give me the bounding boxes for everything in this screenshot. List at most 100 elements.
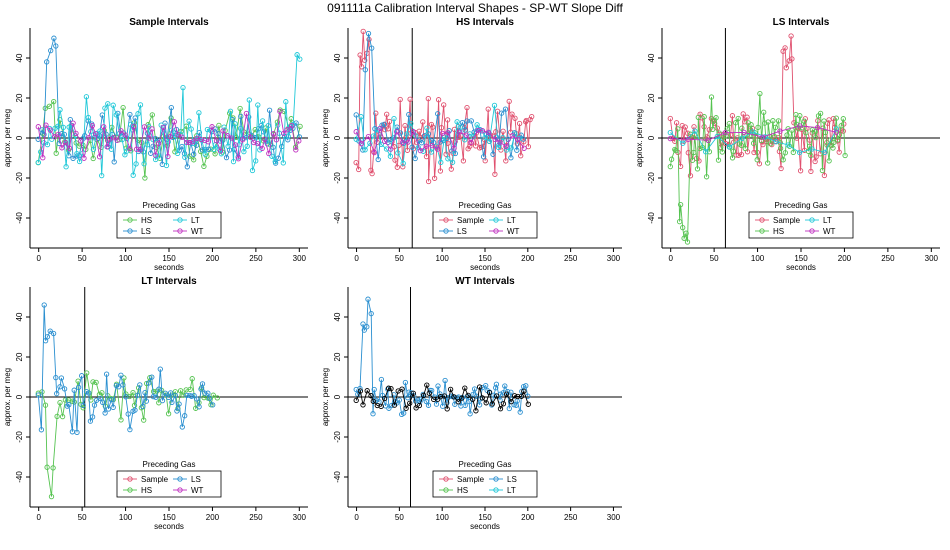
data-point xyxy=(188,393,195,399)
data-point xyxy=(840,128,846,134)
x-tick-label: 250 xyxy=(881,254,895,263)
data-point xyxy=(514,393,521,400)
data-point xyxy=(454,119,460,125)
data-point xyxy=(822,129,829,136)
data-point xyxy=(80,402,86,409)
data-point xyxy=(360,402,366,408)
data-point xyxy=(155,153,162,159)
data-point xyxy=(73,130,79,137)
figure-title: 091111a Calibration Interval Shapes - SP… xyxy=(327,1,623,15)
data-point xyxy=(205,390,211,396)
x-tick-label: 300 xyxy=(293,254,307,263)
data-point xyxy=(523,383,529,389)
data-point xyxy=(356,166,362,173)
data-point xyxy=(771,133,778,140)
data-point xyxy=(186,139,193,146)
x-tick-label: 150 xyxy=(794,254,808,263)
data-point xyxy=(758,137,765,144)
data-point xyxy=(723,133,729,139)
data-point xyxy=(174,150,181,157)
data-point xyxy=(209,124,215,130)
data-point xyxy=(694,166,701,172)
data-point xyxy=(237,125,244,132)
data-point xyxy=(156,400,162,406)
data-point xyxy=(177,388,184,394)
data-point xyxy=(790,149,796,156)
data-point xyxy=(416,128,422,134)
x-tick-label: 50 xyxy=(78,254,87,263)
data-point xyxy=(802,116,808,122)
x-axis-label: seconds xyxy=(470,263,500,272)
series-line-wt xyxy=(670,125,837,141)
data-point xyxy=(833,115,839,121)
data-point xyxy=(35,392,41,398)
data-point xyxy=(729,113,736,119)
x-tick-label: 200 xyxy=(206,254,220,263)
data-point xyxy=(108,396,115,403)
x-tick-label: 250 xyxy=(249,254,263,263)
data-point xyxy=(386,118,393,125)
data-point xyxy=(360,28,366,35)
data-point xyxy=(244,143,250,149)
data-point xyxy=(385,385,392,391)
data-point xyxy=(272,158,278,165)
data-point xyxy=(769,141,775,148)
data-point xyxy=(277,108,283,115)
data-point xyxy=(426,390,432,396)
data-point xyxy=(283,99,289,105)
data-point xyxy=(405,139,411,145)
data-point xyxy=(67,116,73,123)
series-group xyxy=(353,28,535,185)
data-point xyxy=(445,156,451,162)
panel-title: LS Intervals xyxy=(773,17,830,28)
data-point xyxy=(370,398,376,404)
data-point xyxy=(162,390,169,396)
data-point xyxy=(130,172,136,178)
data-point xyxy=(452,150,458,157)
data-point xyxy=(134,392,141,398)
data-point xyxy=(70,155,76,162)
data-point xyxy=(778,165,784,172)
data-point xyxy=(71,399,77,405)
data-point xyxy=(148,150,154,156)
legend-title: Preceding Gas xyxy=(143,201,196,210)
data-point xyxy=(246,97,252,103)
data-point xyxy=(179,134,185,140)
data-point xyxy=(527,116,533,123)
legend-entry-label: WT xyxy=(191,227,204,236)
data-point xyxy=(500,134,506,141)
data-point xyxy=(371,149,377,155)
data-point xyxy=(751,149,757,156)
data-point xyxy=(168,104,174,111)
series-line-lt xyxy=(355,105,520,165)
data-point xyxy=(788,33,794,39)
data-point xyxy=(362,147,368,153)
data-point xyxy=(504,388,511,395)
data-point xyxy=(149,374,155,380)
data-point xyxy=(59,145,65,151)
data-point xyxy=(150,393,156,400)
legend-entry-label: Sample xyxy=(773,216,801,225)
data-point xyxy=(431,175,438,181)
data-point xyxy=(230,158,237,165)
data-point xyxy=(42,402,49,408)
data-point xyxy=(370,411,376,417)
data-point xyxy=(105,101,111,107)
data-point xyxy=(44,59,50,65)
data-point xyxy=(163,162,170,169)
data-point xyxy=(35,159,41,166)
legend-entry-label: LS xyxy=(507,475,517,484)
data-point xyxy=(486,389,493,396)
x-tick-label: 200 xyxy=(206,513,220,522)
x-tick-label: 200 xyxy=(521,513,535,522)
data-point xyxy=(410,390,416,396)
data-point xyxy=(740,111,746,117)
data-point xyxy=(274,119,281,125)
data-point xyxy=(430,124,436,130)
x-tick-label: 250 xyxy=(564,513,578,522)
data-point xyxy=(680,224,686,231)
x-tick-label: 0 xyxy=(354,254,359,263)
data-point xyxy=(35,124,41,130)
data-point xyxy=(118,372,124,378)
legend-entry-label: Sample xyxy=(457,216,485,225)
